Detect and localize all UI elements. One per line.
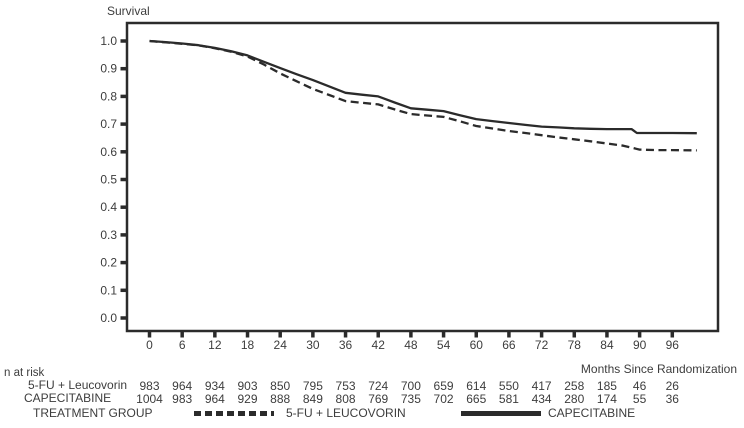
x-axis-tick-label: 18 (241, 338, 255, 352)
risk-count: 983 (139, 379, 160, 393)
y-axis-tick-label: 0.9 (100, 62, 117, 76)
series-line-capecitabine (149, 39, 697, 135)
x-axis-tick-label: 0 (146, 338, 153, 352)
risk-count: 964 (204, 392, 225, 406)
y-axis-tick-label: 0.3 (100, 228, 117, 242)
x-axis-tick-label: 12 (208, 338, 222, 352)
risk-count: 280 (564, 392, 585, 406)
x-axis-tick-label: 6 (179, 338, 186, 352)
x-axis-tick-label: 84 (600, 338, 614, 352)
y-axis-tick-label: 1.0 (100, 34, 117, 48)
chart-title: Survival (107, 4, 150, 18)
x-axis-tick-label: 24 (274, 338, 288, 352)
legend-item-capecitabine-label: CAPECITABINE (548, 406, 636, 420)
x-axis-tick-label: 54 (437, 338, 451, 352)
risk-count: 929 (237, 392, 258, 406)
y-axis-tick-label: 0.0 (100, 311, 117, 325)
risk-count: 850 (270, 379, 291, 393)
y-axis-tick-label: 0.6 (100, 145, 117, 159)
risk-count: 849 (302, 392, 323, 406)
y-axis-tick-label: 0.8 (100, 89, 117, 103)
risk-count: 964 (172, 379, 193, 393)
risk-count: 702 (433, 392, 454, 406)
risk-count: 258 (564, 379, 585, 393)
risk-count: 724 (368, 379, 389, 393)
risk-count: 769 (368, 392, 389, 406)
risk-count: 185 (596, 379, 617, 393)
x-axis-tick-label: 30 (306, 338, 320, 352)
risk-count: 417 (531, 379, 552, 393)
risk-count: 1004 (136, 392, 163, 406)
risk-count: 665 (466, 392, 487, 406)
y-axis-tick-label: 0.4 (100, 200, 117, 214)
x-axis-tick-label: 90 (633, 338, 647, 352)
x-axis-tick-label: 42 (372, 338, 386, 352)
legend-dashed-line-swatch (194, 411, 274, 416)
risk-count: 36 (665, 392, 679, 406)
risk-count: 700 (400, 379, 421, 393)
risk-count: 808 (335, 392, 356, 406)
risk-count: 888 (270, 392, 291, 406)
legend-title: TREATMENT GROUP (33, 406, 153, 420)
x-axis-tick-label: 66 (502, 338, 516, 352)
n-at-risk-label: n at risk (4, 367, 45, 379)
risk-row-label: CAPECITABINE (24, 391, 112, 405)
y-axis-tick-label: 0.1 (100, 283, 117, 297)
plot-frame (125, 21, 720, 333)
risk-count: 983 (172, 392, 193, 406)
y-axis-tick-label: 0.2 (100, 256, 117, 270)
risk-count: 581 (498, 392, 519, 406)
y-axis-tick-label: 0.5 (100, 173, 117, 187)
x-axis-tick-label: 60 (470, 338, 484, 352)
x-axis-tick-label: 96 (666, 338, 680, 352)
risk-count: 434 (531, 392, 552, 406)
risk-count: 753 (335, 379, 356, 393)
y-axis-tick-label: 0.7 (100, 117, 117, 131)
risk-count: 46 (632, 379, 647, 393)
series-line-5-fu-leucovorin (149, 39, 697, 152)
risk-count: 795 (302, 379, 323, 393)
x-axis-tick-label: 48 (404, 338, 418, 352)
risk-count: 26 (665, 379, 679, 393)
x-axis-tick-label: 72 (535, 338, 549, 352)
risk-count: 735 (400, 392, 421, 406)
x-axis-title: Months Since Randomization (580, 362, 737, 376)
risk-count: 174 (596, 392, 617, 406)
risk-count: 55 (632, 392, 647, 406)
x-axis-tick-label: 78 (568, 338, 582, 352)
risk-count: 934 (204, 379, 225, 393)
risk-row-label: 5-FU + Leucovorin (28, 378, 128, 392)
risk-count: 659 (433, 379, 454, 393)
legend-item-5fu-label: 5-FU + LEUCOVORIN (286, 406, 406, 420)
legend-solid-line-swatch (461, 411, 541, 416)
x-axis-tick-label: 36 (339, 338, 353, 352)
risk-count: 903 (237, 379, 258, 393)
risk-count: 614 (466, 379, 487, 393)
risk-count: 550 (498, 379, 519, 393)
